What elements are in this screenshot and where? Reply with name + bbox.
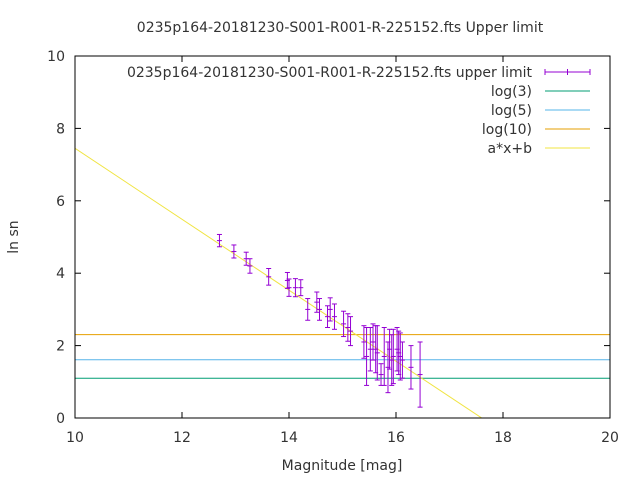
fit-line bbox=[75, 147, 483, 418]
data-point-21 bbox=[370, 323, 376, 361]
data-point-25 bbox=[381, 327, 387, 386]
y-tick-label-8: 8 bbox=[56, 121, 65, 137]
data-point-23 bbox=[374, 325, 380, 381]
legend-label-4: a*x+b bbox=[488, 141, 533, 157]
data-point-7 bbox=[292, 278, 298, 298]
y-axis-label: ln sn bbox=[6, 220, 22, 253]
legend-label-3: log(10) bbox=[482, 122, 532, 138]
data-point-29 bbox=[390, 328, 396, 385]
legend: 0235p164-20181230-S001-R001-R-225152.fts… bbox=[127, 65, 591, 157]
data-point-34 bbox=[408, 345, 414, 390]
data-point-0 bbox=[216, 233, 222, 248]
data-point-20 bbox=[367, 327, 373, 372]
data-point-9 bbox=[305, 298, 311, 321]
data-point-16 bbox=[345, 313, 351, 342]
y-tick-label-0: 0 bbox=[56, 411, 65, 427]
data-point-11 bbox=[316, 298, 322, 321]
data-point-10 bbox=[314, 291, 320, 313]
data-point-33 bbox=[399, 341, 405, 379]
data-point-19 bbox=[364, 327, 370, 386]
data-point-15 bbox=[341, 310, 347, 338]
y-tick-label-4: 4 bbox=[56, 266, 65, 282]
y-axis: 0 2 4 6 8 10 bbox=[47, 49, 610, 427]
data-point-35 bbox=[417, 341, 423, 408]
data-point-18 bbox=[361, 325, 367, 359]
data-point-14 bbox=[331, 303, 337, 330]
x-tick-label-10: 10 bbox=[66, 430, 84, 446]
data-point-8 bbox=[298, 279, 304, 297]
y-tick-label-2: 2 bbox=[56, 339, 65, 355]
x-tick-label-16: 16 bbox=[387, 430, 405, 446]
data-point-24 bbox=[378, 363, 384, 386]
data-point-12 bbox=[325, 305, 331, 328]
x-axis-label: Magnitude [mag] bbox=[282, 458, 403, 474]
legend-label-1: log(3) bbox=[491, 84, 532, 100]
data-point-17 bbox=[348, 316, 354, 347]
plot-frame bbox=[74, 55, 611, 419]
x-tick-label-20: 20 bbox=[601, 430, 619, 446]
data-point-13 bbox=[327, 297, 333, 322]
y-tick-label-10: 10 bbox=[47, 49, 65, 65]
x-tick-label-14: 14 bbox=[280, 430, 298, 446]
x-tick-label-18: 18 bbox=[494, 430, 512, 446]
data-point-1 bbox=[231, 244, 237, 259]
series-layer bbox=[75, 147, 610, 418]
data-point-4 bbox=[266, 267, 272, 286]
legend-label-2: log(5) bbox=[491, 103, 532, 119]
chart-title: 0235p164-20181230-S001-R001-R-225152.fts… bbox=[137, 20, 544, 36]
legend-label-0: 0235p164-20181230-S001-R001-R-225152.fts… bbox=[127, 65, 533, 81]
data-point-3 bbox=[247, 258, 253, 274]
x-tick-label-12: 12 bbox=[173, 430, 191, 446]
data-point-6 bbox=[286, 278, 292, 297]
x-axis: 10 12 14 16 18 20 bbox=[66, 56, 619, 446]
y-tick-label-6: 6 bbox=[56, 194, 65, 210]
